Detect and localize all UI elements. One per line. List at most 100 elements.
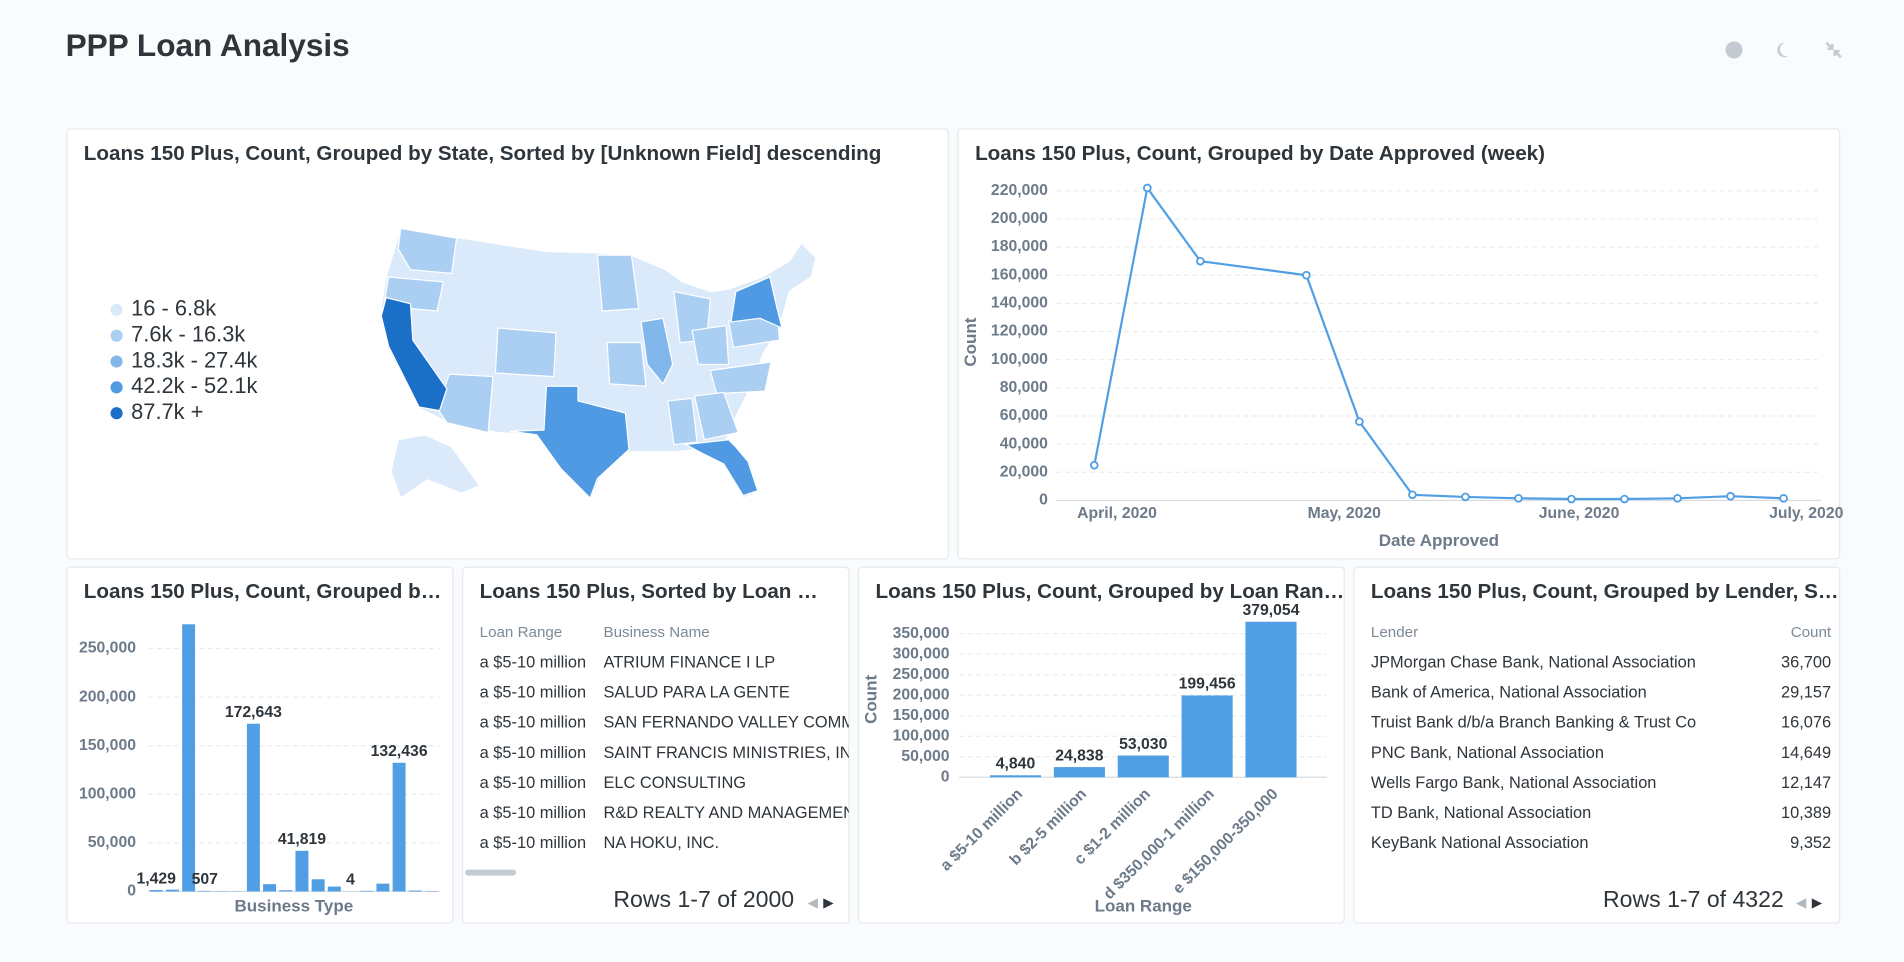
x-tick-label: June, 2020 (1539, 505, 1620, 522)
legend-label: 16 - 6.8k (131, 296, 216, 321)
y-tick-label: 250,000 (893, 666, 950, 683)
state (684, 439, 759, 497)
state (709, 361, 772, 395)
y-axis-label: Count (961, 317, 980, 366)
state (509, 385, 630, 500)
bar (327, 886, 341, 892)
toolbar (1725, 41, 1842, 59)
bar (360, 890, 374, 892)
data-label: 199,456 (1179, 676, 1236, 693)
table-cell: 14,649 (1781, 744, 1831, 762)
point (1726, 491, 1735, 501)
legend-label: 7.6k - 16.3k (131, 321, 245, 346)
data-label: 172,643 (225, 704, 282, 721)
legend-swatch (110, 381, 123, 394)
fullscreen-icon[interactable] (1825, 41, 1842, 59)
data-label: 1,429 (137, 870, 177, 887)
x-axis-label: Business Type (234, 897, 353, 916)
y-tick-label: 140,000 (991, 295, 1048, 312)
state (380, 296, 448, 412)
table-cell: PNC Bank, National Association (1371, 744, 1604, 762)
legend-label: 42.2k - 52.1k (131, 373, 257, 398)
prev-page[interactable]: ◀ (1796, 895, 1806, 910)
pagination-label: Rows 1-7 of 4322 (1603, 886, 1784, 912)
card-title: Loans 150 Plus, Count, Grouped by Loan R… (876, 580, 1345, 603)
bar (1181, 695, 1233, 778)
table-cell: ELC CONSULTING (604, 774, 747, 792)
table-cell: JPMorgan Chase Bank, National Associatio… (1371, 653, 1696, 671)
column-header: Lender (1371, 624, 1418, 641)
card-title: Loans 150 Plus, Count, Grouped by State,… (84, 142, 882, 165)
table-cell: SAINT FRANCIS MINISTRIES, INC. (604, 744, 868, 762)
bar (279, 890, 293, 892)
bar (182, 624, 196, 892)
bar (408, 890, 422, 892)
legend-swatch (110, 329, 123, 342)
bar (1245, 621, 1297, 778)
y-tick-label: 100,000 (893, 727, 950, 744)
prev-page[interactable]: ◀ (808, 895, 818, 910)
table-cell: Truist Bank d/b/a Branch Banking & Trust… (1371, 714, 1696, 732)
scrollbar[interactable] (465, 869, 517, 876)
y-tick-label: 0 (941, 768, 950, 785)
x-tick-label: April, 2020 (1077, 505, 1157, 522)
column-header: Loan Range (480, 624, 563, 641)
data-label: 4 (346, 872, 355, 889)
table-cell: 29,157 (1781, 684, 1831, 702)
state (606, 341, 647, 387)
table-cell: R&D REALTY AND MANAGEMENT (604, 804, 865, 822)
y-tick-label: 40,000 (1000, 435, 1048, 452)
y-tick-label: 200,000 (991, 210, 1048, 227)
table-cell: SALUD PARA LA GENTE (604, 684, 790, 702)
y-tick-label: 200,000 (79, 688, 136, 705)
y-tick-label: 220,000 (991, 182, 1048, 199)
x-tick-label: May, 2020 (1308, 505, 1382, 522)
table-cell: a $5-10 million (480, 684, 586, 702)
column-header: Business Name (604, 624, 710, 641)
legend-swatch (110, 355, 123, 368)
data-label: 132,436 (371, 743, 428, 760)
bar (246, 723, 260, 892)
y-tick-label: 50,000 (88, 834, 136, 851)
y-tick-label: 100,000 (991, 351, 1048, 368)
card-title: Loans 150 Plus, Count, Grouped by Lender… (1371, 580, 1839, 603)
night-mode-icon[interactable] (1777, 42, 1789, 58)
y-axis-label: Count (861, 674, 880, 723)
point (1408, 490, 1417, 500)
card-title: Loans 150 Plus, Sorted by Loan … (480, 580, 818, 603)
x-tick-label: July, 2020 (1769, 505, 1843, 522)
data-label: 24,838 (1055, 747, 1103, 764)
us-map (380, 227, 817, 500)
history-icon[interactable] (1725, 41, 1743, 59)
table-cell: NA HOKU, INC. (604, 834, 720, 852)
state (640, 317, 674, 385)
data-label: 379,054 (1242, 602, 1299, 619)
y-tick-label: 200,000 (893, 686, 950, 703)
next-page[interactable]: ▶ (823, 895, 833, 910)
table-cell: Bank of America, National Association (1371, 684, 1647, 702)
y-tick-label: 150,000 (79, 737, 136, 754)
y-tick-label: 60,000 (1000, 407, 1048, 424)
table-cell: a $5-10 million (480, 804, 586, 822)
card-title: Loans 150 Plus, Count, Grouped by Date A… (975, 142, 1545, 165)
bar (989, 775, 1042, 778)
y-tick-label: 20,000 (1000, 463, 1048, 480)
y-tick-label: 150,000 (893, 707, 950, 724)
legend-swatch (110, 407, 123, 420)
next-page[interactable]: ▶ (1812, 895, 1822, 910)
table-cell: TD Bank, National Association (1371, 804, 1591, 822)
point (1302, 270, 1311, 280)
table-cell: a $5-10 million (480, 714, 586, 732)
bar-card (857, 566, 1345, 924)
point (1779, 494, 1788, 503)
bar (392, 762, 406, 892)
data-label: 507 (192, 871, 219, 888)
bar (165, 889, 179, 892)
table-cell: a $5-10 million (480, 774, 586, 792)
legend-swatch (110, 303, 123, 316)
line-card (957, 128, 1841, 560)
table-cell: 12,147 (1781, 774, 1831, 792)
y-tick-label: 120,000 (991, 323, 1048, 340)
